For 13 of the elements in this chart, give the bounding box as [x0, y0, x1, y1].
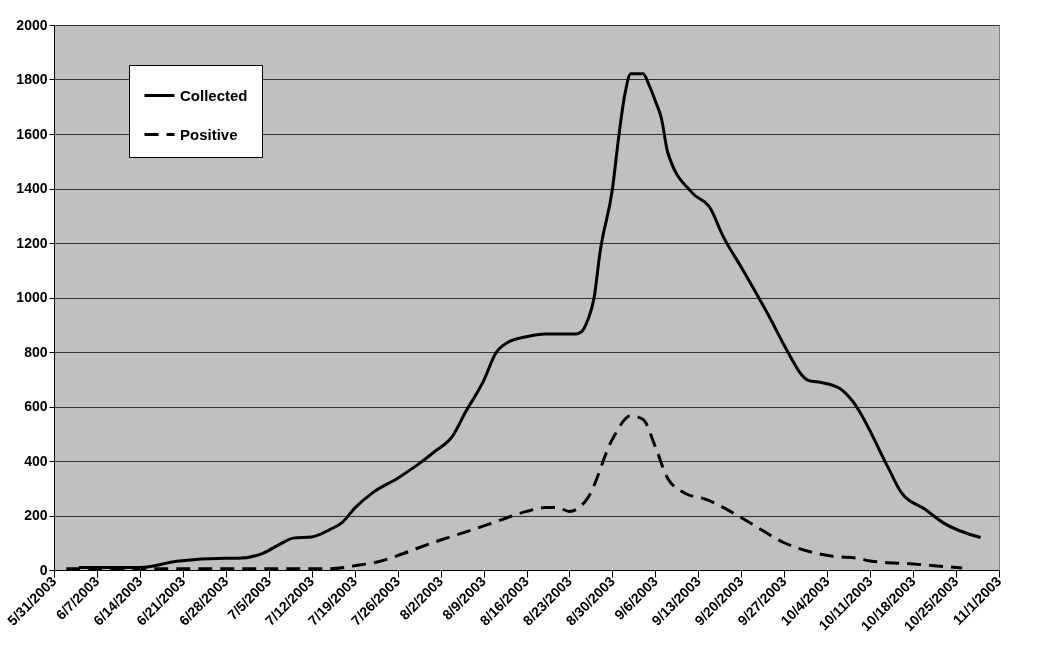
y-tick-label: 800 — [24, 343, 48, 360]
y-tick-label: 600 — [24, 398, 48, 414]
y-tick-label: 1200 — [16, 234, 48, 251]
y-tick-label: 200 — [24, 507, 48, 523]
y-tick-label: 2000 — [16, 16, 48, 33]
legend-label: Positive — [180, 125, 238, 143]
y-tick-label: 400 — [24, 452, 48, 469]
y-tick-label: 1800 — [16, 71, 48, 87]
y-tick-label: 1600 — [16, 125, 48, 142]
legend-label: Collected — [180, 86, 248, 104]
y-tick-label: 0 — [39, 561, 48, 578]
y-tick-label: 1000 — [16, 289, 48, 305]
y-tick-label: 1400 — [16, 180, 48, 196]
